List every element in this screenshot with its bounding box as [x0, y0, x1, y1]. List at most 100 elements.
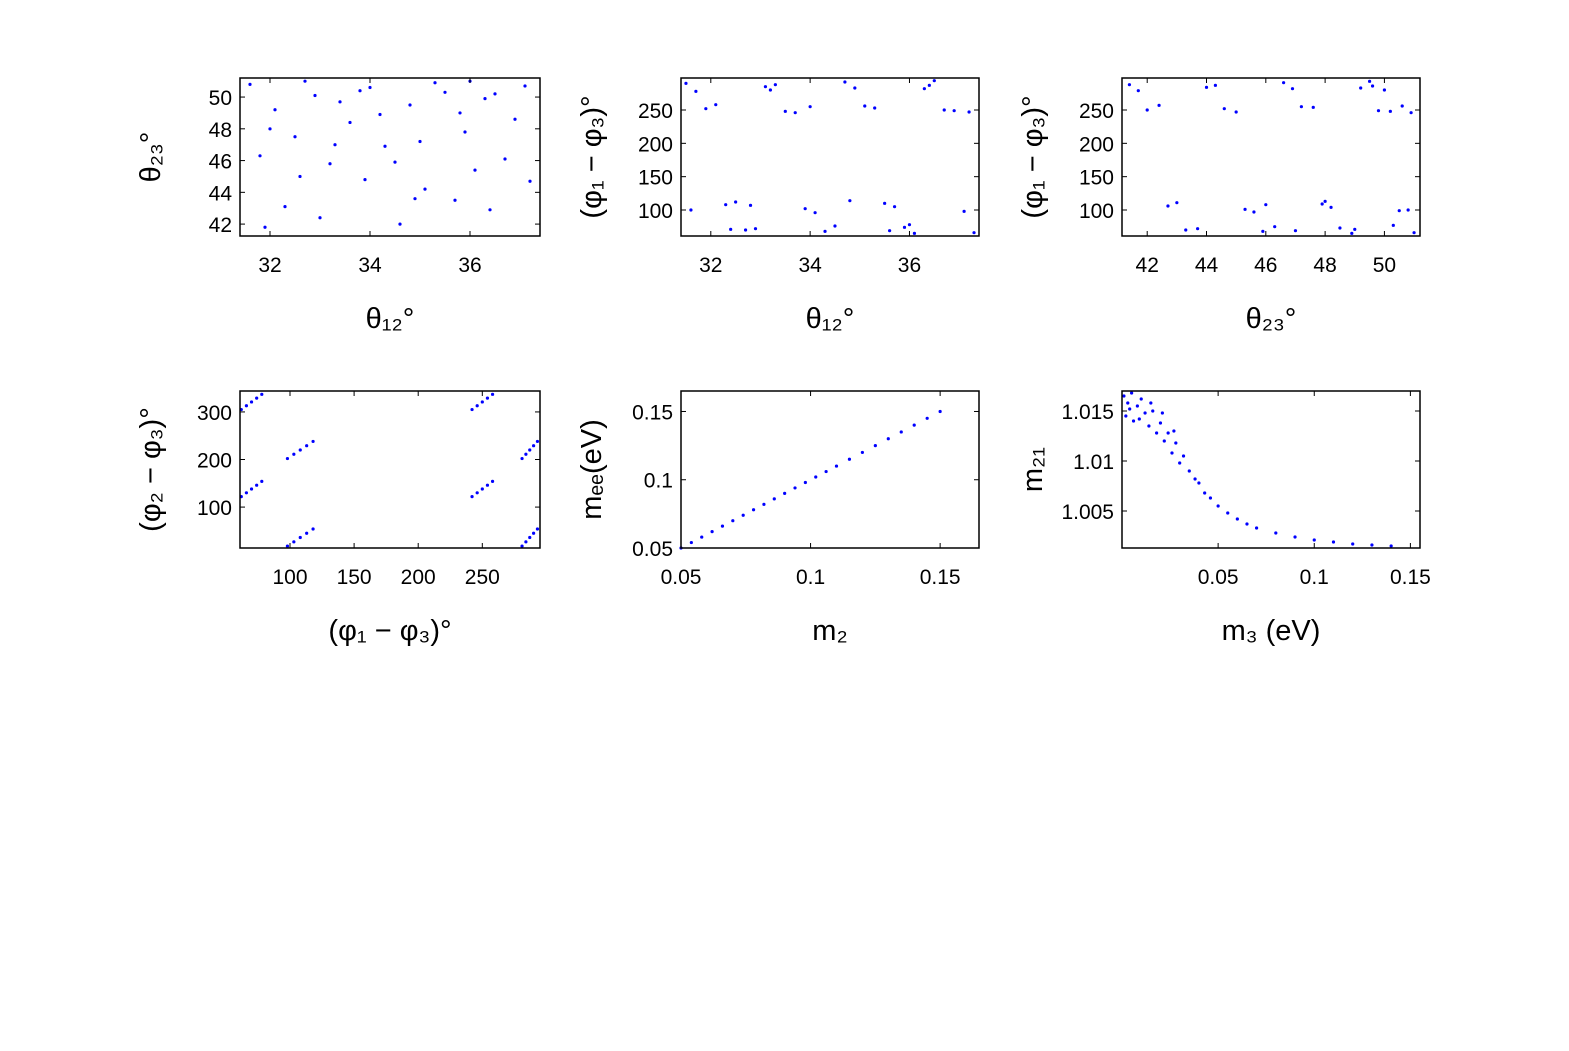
point — [383, 144, 387, 148]
point — [1143, 411, 1147, 415]
point — [490, 479, 495, 483]
point — [244, 404, 249, 408]
point — [848, 199, 852, 203]
x-tick-label: 42 — [1136, 254, 1159, 277]
point — [470, 495, 474, 499]
point — [768, 88, 773, 92]
x-tick-label: 36 — [898, 254, 921, 277]
point — [793, 111, 797, 115]
point — [1222, 107, 1226, 111]
point — [1382, 88, 1387, 92]
point — [1178, 461, 1182, 465]
point — [751, 508, 756, 512]
point — [528, 535, 532, 540]
point — [938, 409, 942, 414]
point — [285, 456, 290, 461]
point — [311, 439, 315, 444]
point — [1243, 207, 1247, 211]
point — [292, 540, 296, 544]
point — [684, 81, 688, 85]
y-tick-label: 0.15 — [632, 401, 673, 424]
point — [843, 80, 847, 84]
y-tick-label: 100 — [638, 200, 673, 223]
point — [883, 201, 887, 205]
point — [731, 519, 735, 523]
point — [1127, 83, 1132, 87]
point — [710, 530, 714, 534]
point — [1135, 404, 1139, 408]
point — [1184, 228, 1188, 232]
panel: 42 44 46 48 50 100 150 200 250 θ₂₃° (φ₁ − φ₃)° — [1017, 77, 1421, 335]
point — [1261, 229, 1265, 233]
point — [1406, 208, 1410, 212]
point — [808, 105, 812, 109]
point — [1376, 109, 1381, 113]
point — [1137, 417, 1141, 421]
point — [1136, 89, 1140, 93]
y-tick-label: 42 — [209, 214, 232, 237]
x-axis-label: (φ₁ − φ₃)° — [328, 615, 451, 647]
axes-frame — [680, 77, 980, 237]
point — [535, 439, 540, 444]
point — [1331, 540, 1336, 544]
point — [1174, 441, 1178, 445]
point — [244, 491, 249, 495]
x-tick-label: 34 — [358, 254, 382, 277]
x-tick-label: 36 — [458, 254, 481, 277]
point — [305, 444, 309, 448]
point — [1234, 110, 1238, 114]
point — [1197, 481, 1201, 485]
point — [873, 106, 877, 110]
y-tick-label: 1.015 — [1061, 401, 1114, 424]
point — [763, 85, 768, 89]
point — [1254, 526, 1259, 530]
point — [398, 222, 402, 226]
point — [1187, 469, 1191, 473]
axes-frame — [680, 390, 980, 549]
point — [1338, 226, 1342, 230]
point — [260, 392, 264, 396]
x-axis-label: θ₂₃° — [1246, 303, 1297, 335]
point — [720, 524, 725, 528]
point — [899, 430, 903, 434]
point — [463, 130, 467, 134]
x-axis-label: θ₁₂° — [806, 303, 855, 335]
point — [1388, 109, 1392, 113]
point — [1203, 491, 1207, 495]
point — [762, 502, 766, 506]
y-tick-label: 200 — [197, 450, 232, 473]
y-tick-label: 150 — [1079, 167, 1114, 190]
point — [293, 135, 297, 139]
point — [258, 154, 262, 158]
point — [513, 117, 517, 121]
point — [1157, 103, 1161, 107]
y-tick-label: 0.05 — [632, 538, 673, 561]
point — [1350, 231, 1354, 235]
point — [475, 491, 479, 495]
point — [1367, 79, 1372, 83]
point — [413, 197, 417, 201]
point — [1252, 210, 1256, 214]
point — [378, 112, 382, 117]
point — [490, 392, 495, 396]
point — [1293, 535, 1297, 539]
point — [485, 396, 490, 400]
point — [318, 216, 322, 220]
point — [927, 83, 931, 87]
point — [298, 174, 302, 179]
point — [333, 143, 337, 147]
point — [1128, 407, 1132, 411]
point — [1158, 421, 1163, 425]
point — [433, 81, 437, 85]
axes-frame — [239, 77, 541, 237]
point — [1122, 394, 1126, 398]
point — [1409, 111, 1413, 115]
point — [704, 107, 708, 111]
point — [967, 110, 971, 114]
point — [1147, 424, 1151, 428]
point — [1155, 431, 1159, 435]
x-tick-label: 0.05 — [661, 566, 702, 589]
point — [292, 452, 296, 456]
point — [1166, 204, 1170, 208]
